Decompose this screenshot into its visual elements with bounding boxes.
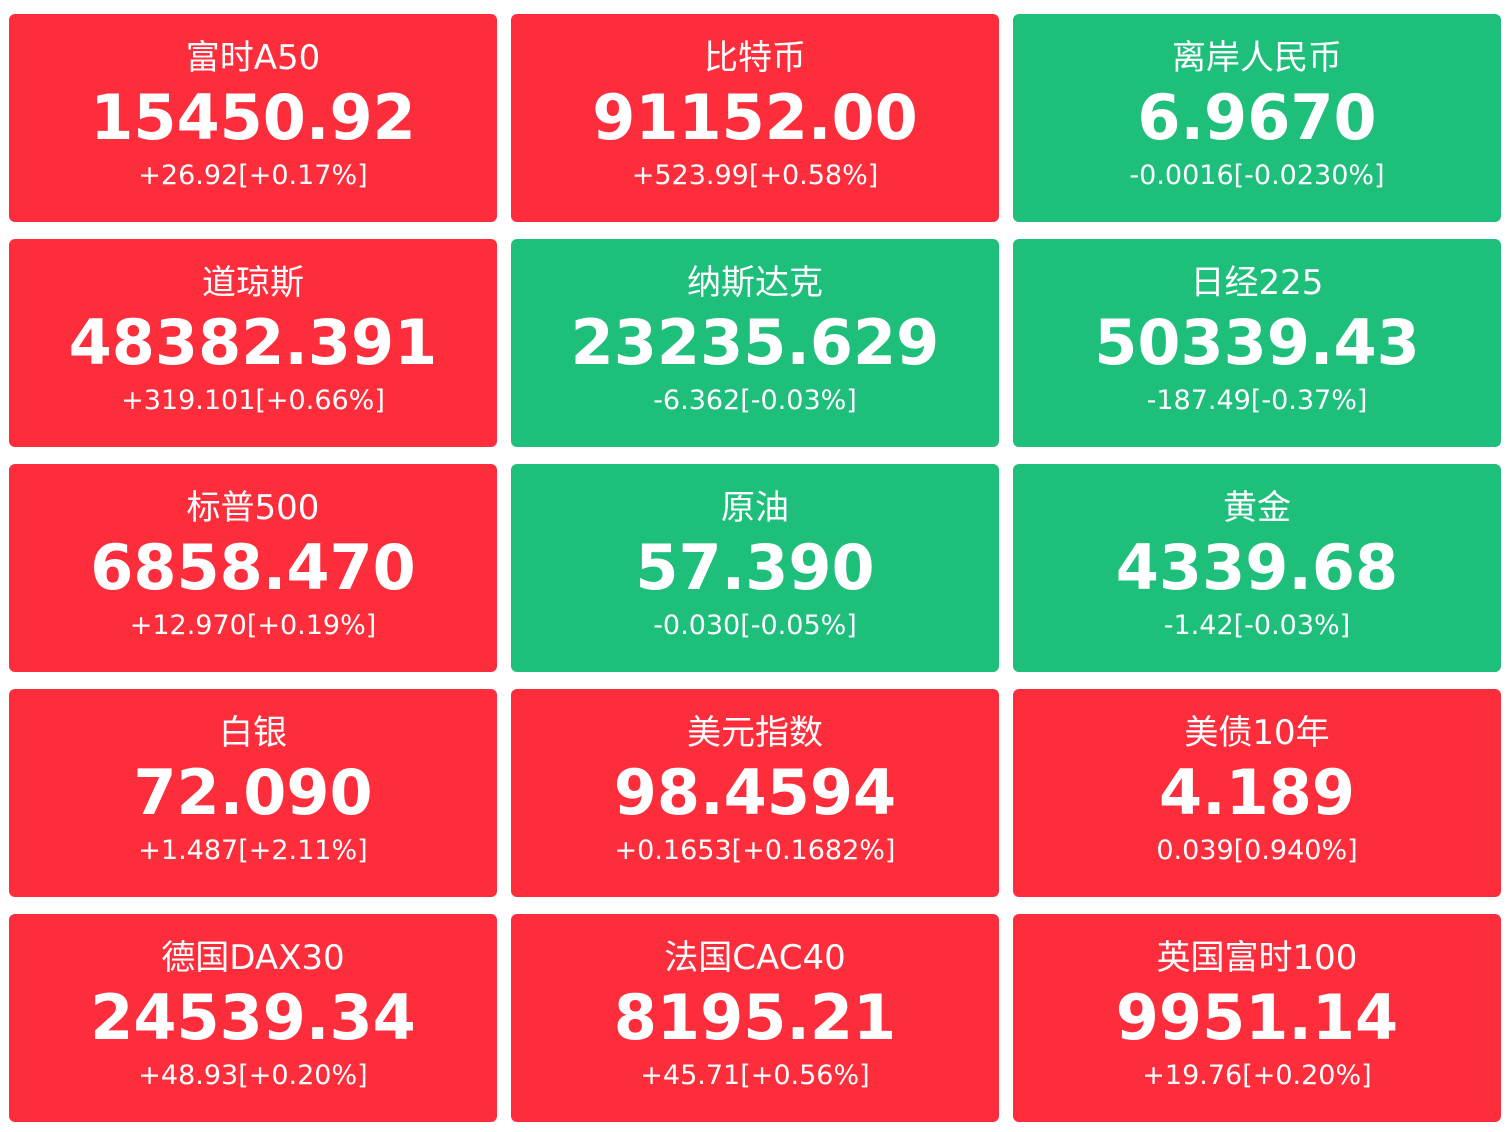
quote-name: 黄金 <box>1223 488 1291 528</box>
quote-price: 8195.21 <box>613 981 897 1054</box>
quote-tile-crude-oil[interactable]: 原油 57.390 -0.030[-0.05%] <box>511 464 999 672</box>
quote-tile-nasdaq[interactable]: 纳斯达克 23235.629 -6.362[-0.03%] <box>511 239 999 447</box>
quote-name: 白银 <box>219 713 287 753</box>
quote-change: +523.99[+0.58%] <box>631 160 879 191</box>
quote-name: 原油 <box>721 488 789 528</box>
quote-price: 72.090 <box>133 756 373 829</box>
quote-change: -0.0016[-0.0230%] <box>1129 160 1385 191</box>
quote-price: 6.9670 <box>1137 81 1377 154</box>
quote-change: +45.71[+0.56%] <box>640 1060 870 1091</box>
market-quote-grid: 富时A50 15450.92 +26.92[+0.17%] 比特币 91152.… <box>9 14 1501 1122</box>
quote-tile-dax30[interactable]: 德国DAX30 24539.34 +48.93[+0.20%] <box>9 914 497 1122</box>
quote-tile-bitcoin[interactable]: 比特币 91152.00 +523.99[+0.58%] <box>511 14 999 222</box>
quote-name: 道琼斯 <box>202 263 304 303</box>
quote-change: -187.49[-0.37%] <box>1146 385 1368 416</box>
quote-tile-cac40[interactable]: 法国CAC40 8195.21 +45.71[+0.56%] <box>511 914 999 1122</box>
quote-change: +319.101[+0.66%] <box>121 385 385 416</box>
quote-tile-nikkei-225[interactable]: 日经225 50339.43 -187.49[-0.37%] <box>1013 239 1501 447</box>
quote-price: 4339.68 <box>1115 531 1399 604</box>
quote-price: 23235.629 <box>570 306 940 379</box>
quote-change: +48.93[+0.20%] <box>138 1060 368 1091</box>
quote-price: 98.4594 <box>613 756 897 829</box>
quote-name: 纳斯达克 <box>687 263 823 303</box>
quote-price: 57.390 <box>635 531 875 604</box>
quote-price: 48382.391 <box>68 306 438 379</box>
quote-change: +12.970[+0.19%] <box>129 610 377 641</box>
quote-name: 比特币 <box>704 38 806 78</box>
quote-name: 富时A50 <box>185 38 321 78</box>
quote-change: -6.362[-0.03%] <box>653 385 857 416</box>
quote-change: +0.1653[+0.1682%] <box>614 835 896 866</box>
quote-price: 9951.14 <box>1115 981 1399 1054</box>
quote-price: 15450.92 <box>90 81 416 154</box>
quote-name: 标普500 <box>186 488 320 528</box>
quote-change: +19.76[+0.20%] <box>1142 1060 1372 1091</box>
quote-tile-ftse-a50[interactable]: 富时A50 15450.92 +26.92[+0.17%] <box>9 14 497 222</box>
quote-name: 日经225 <box>1190 263 1324 303</box>
quote-price: 50339.43 <box>1094 306 1420 379</box>
quote-tile-us-10y-treasury[interactable]: 美债10年 4.189 0.039[0.940%] <box>1013 689 1501 897</box>
quote-tile-sp500[interactable]: 标普500 6858.470 +12.970[+0.19%] <box>9 464 497 672</box>
quote-name: 美元指数 <box>687 713 823 753</box>
quote-change: 0.039[0.940%] <box>1156 835 1358 866</box>
quote-name: 美债10年 <box>1184 713 1330 753</box>
quote-tile-gold[interactable]: 黄金 4339.68 -1.42[-0.03%] <box>1013 464 1501 672</box>
quote-tile-dow-jones[interactable]: 道琼斯 48382.391 +319.101[+0.66%] <box>9 239 497 447</box>
quote-tile-dollar-index[interactable]: 美元指数 98.4594 +0.1653[+0.1682%] <box>511 689 999 897</box>
quote-name: 英国富时100 <box>1156 938 1358 978</box>
quote-tile-silver[interactable]: 白银 72.090 +1.487[+2.11%] <box>9 689 497 897</box>
quote-price: 24539.34 <box>90 981 416 1054</box>
quote-name: 德国DAX30 <box>161 938 345 978</box>
quote-name: 离岸人民币 <box>1172 38 1342 78</box>
quote-price: 6858.470 <box>90 531 416 604</box>
quote-change: +1.487[+2.11%] <box>138 835 368 866</box>
quote-tile-ftse-100[interactable]: 英国富时100 9951.14 +19.76[+0.20%] <box>1013 914 1501 1122</box>
quote-name: 法国CAC40 <box>664 938 846 978</box>
quote-price: 4.189 <box>1158 756 1356 829</box>
quote-change: +26.92[+0.17%] <box>138 160 368 191</box>
quote-tile-offshore-cny[interactable]: 离岸人民币 6.9670 -0.0016[-0.0230%] <box>1013 14 1501 222</box>
quote-price: 91152.00 <box>592 81 918 154</box>
quote-change: -1.42[-0.03%] <box>1163 610 1351 641</box>
quote-change: -0.030[-0.05%] <box>653 610 857 641</box>
